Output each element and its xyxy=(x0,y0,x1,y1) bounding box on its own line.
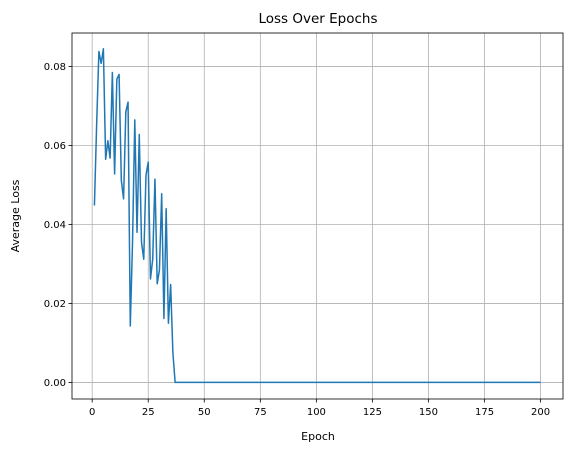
x-tick-label: 125 xyxy=(363,407,382,418)
x-tick-label: 175 xyxy=(475,407,494,418)
loss-series-line xyxy=(93,48,541,384)
x-axis: 0 25 50 75 100 125 150 175 200 xyxy=(89,399,550,418)
x-tick-label: 50 xyxy=(198,407,211,418)
x-tick-label: 0 xyxy=(89,407,95,418)
x-tick-label: 75 xyxy=(254,407,267,418)
chart-title: Loss Over Epochs xyxy=(258,11,377,27)
y-tick-label: 0.02 xyxy=(44,299,66,310)
y-tick-label: 0.00 xyxy=(44,378,66,389)
y-axis: 0.00 0.02 0.04 0.06 0.08 xyxy=(44,62,72,389)
y-tick-label: 0.06 xyxy=(44,141,66,152)
series-group xyxy=(93,48,541,384)
x-tick-label: 150 xyxy=(419,407,438,418)
y-axis-label: Average Loss xyxy=(9,179,22,252)
y-tick-label: 0.08 xyxy=(44,62,66,73)
plot-frame xyxy=(71,32,564,400)
y-tick-label: 0.04 xyxy=(44,220,66,231)
x-tick-label: 200 xyxy=(531,407,550,418)
x-axis-label: Epoch xyxy=(301,430,335,443)
x-tick-label: 25 xyxy=(142,407,155,418)
x-tick-label: 100 xyxy=(307,407,326,418)
